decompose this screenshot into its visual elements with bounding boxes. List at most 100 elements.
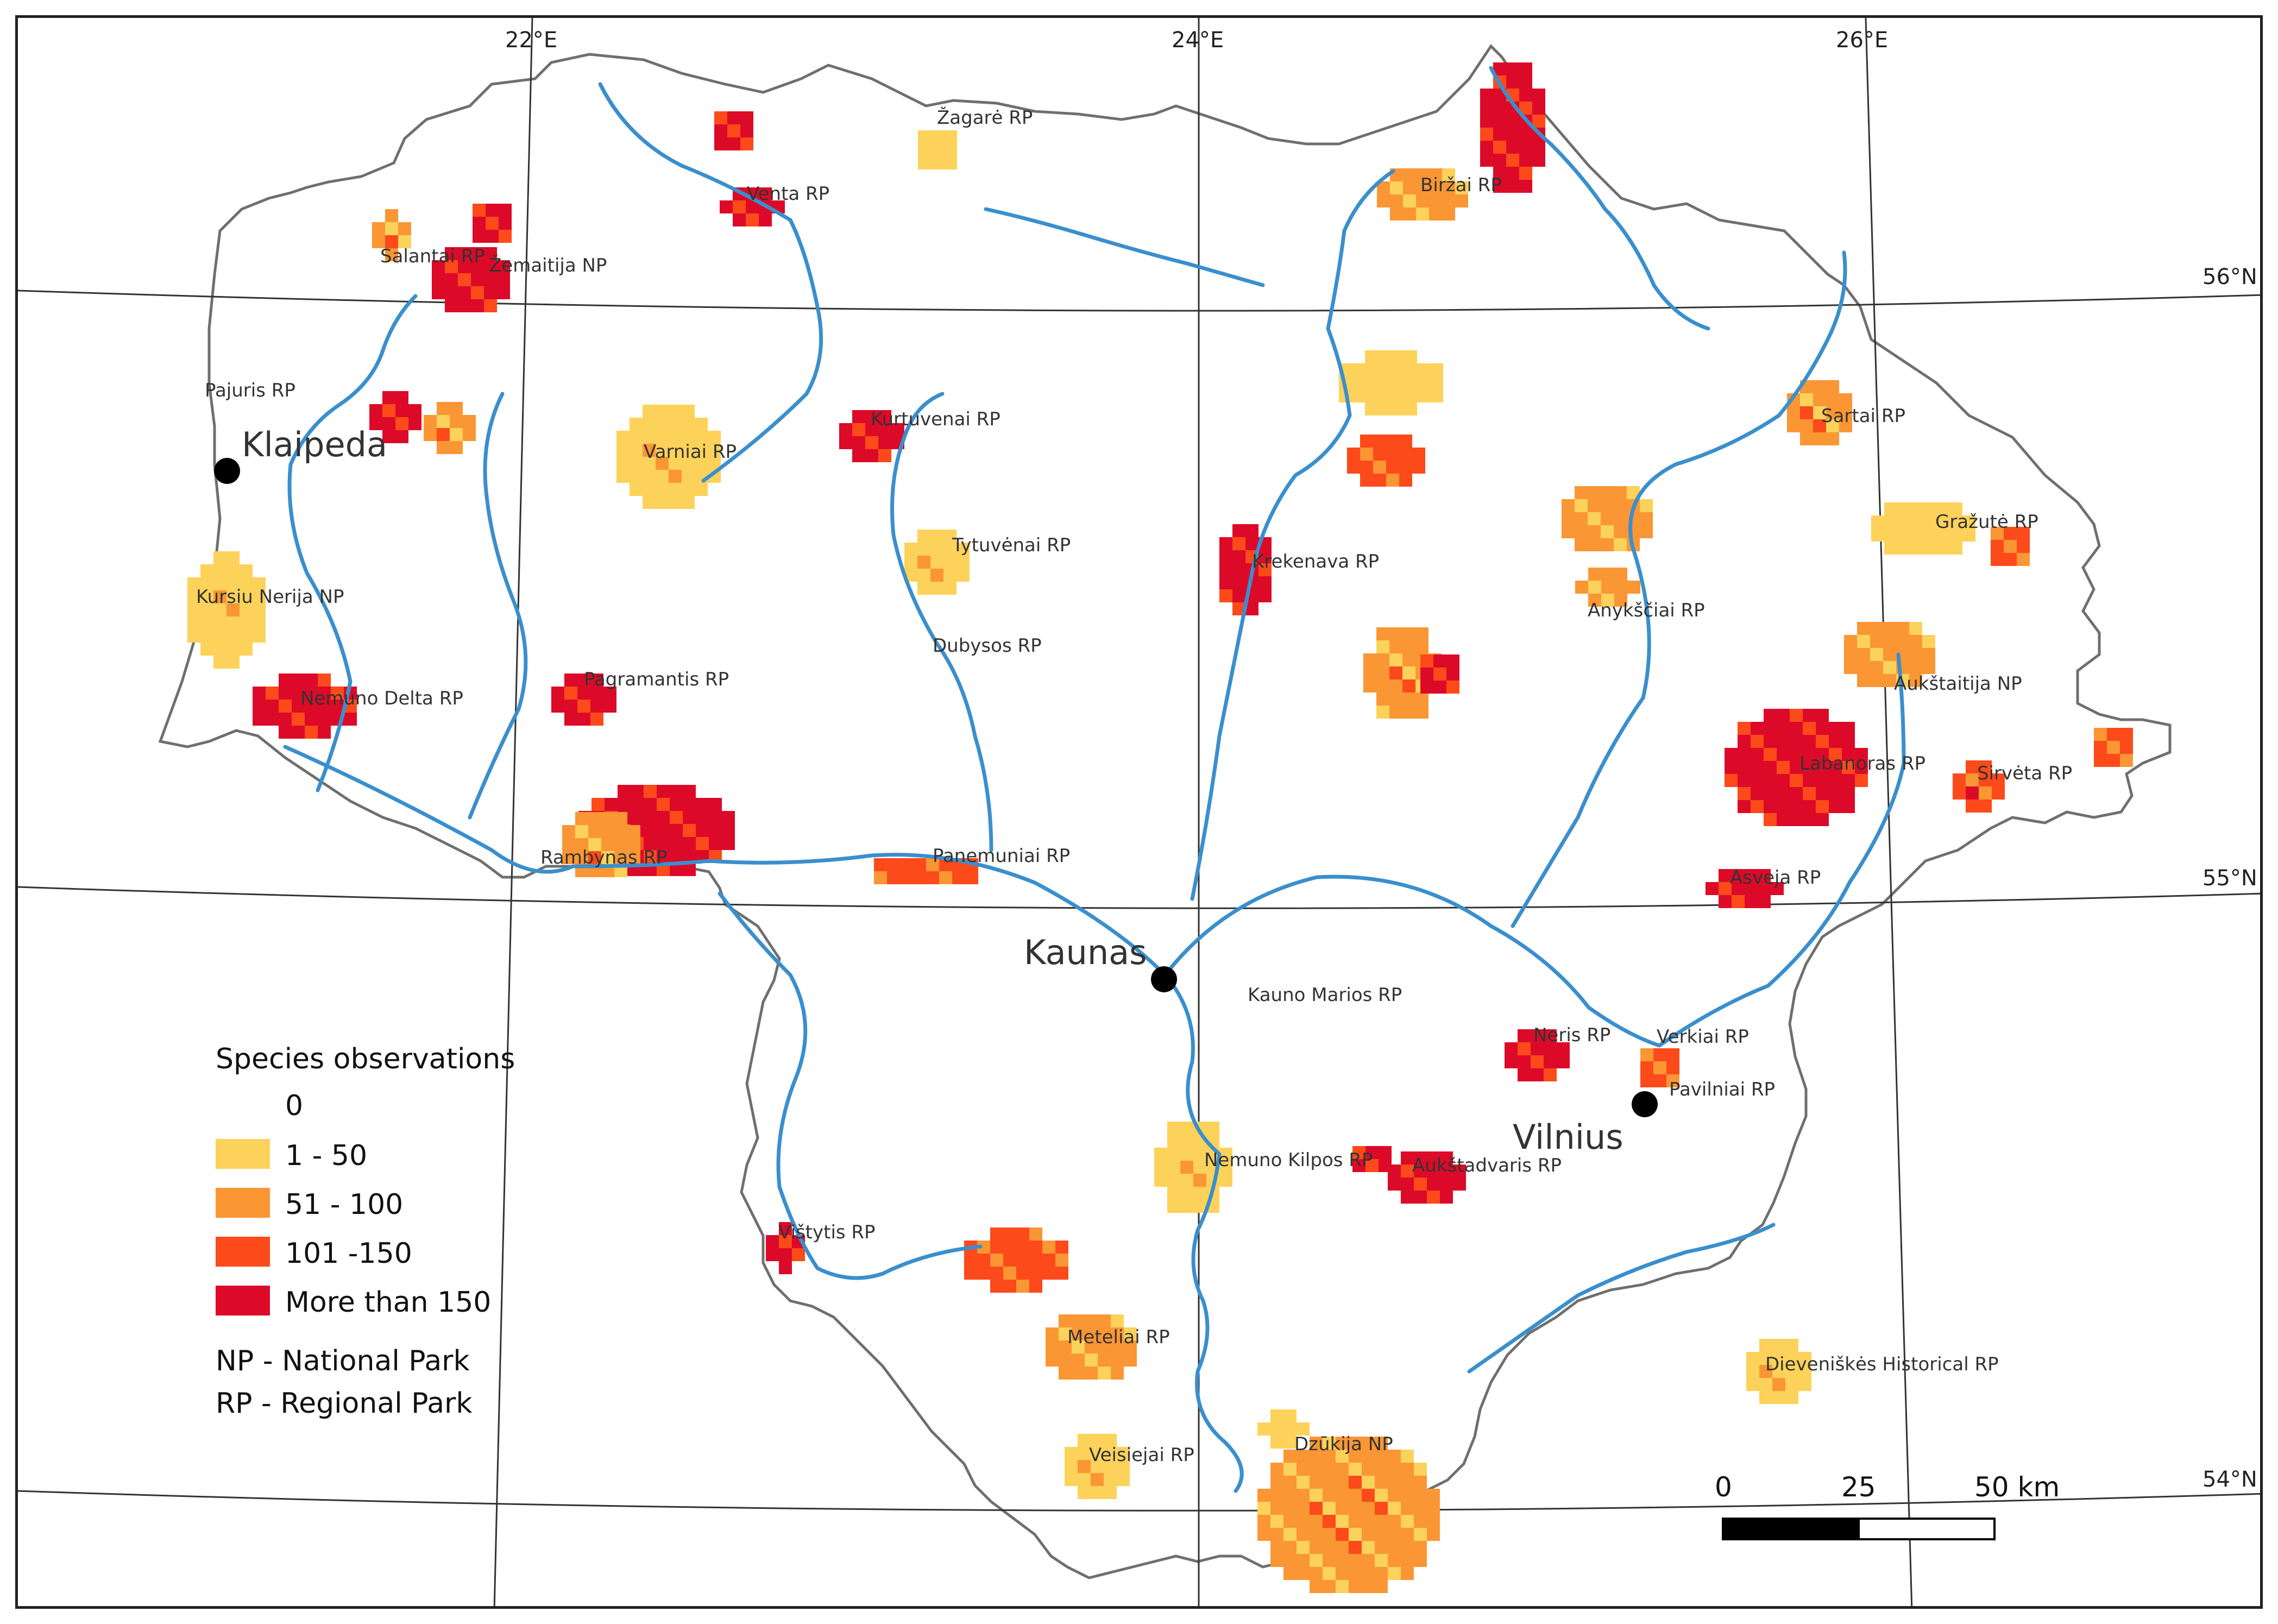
observation-cell	[1446, 681, 1459, 694]
observation-cell	[630, 444, 643, 457]
observation-cell	[792, 1248, 805, 1261]
observation-cell	[657, 811, 670, 824]
lon-label-22e: 22°E	[505, 28, 557, 53]
observation-cell	[930, 543, 943, 556]
legend-label-150-plus: More than 150	[285, 1286, 491, 1319]
observation-cell	[1430, 376, 1443, 389]
observation-cell	[1365, 376, 1378, 389]
observation-cell	[1363, 653, 1376, 666]
observation-cell	[1378, 402, 1391, 416]
observation-cell	[588, 838, 601, 851]
observation-cell	[432, 286, 445, 299]
observation-cell	[1777, 787, 1790, 800]
observation-cell	[1601, 581, 1614, 594]
observation-cell	[1349, 1437, 1362, 1450]
observation-cell	[1531, 1068, 1544, 1081]
observation-cell	[1855, 774, 1868, 787]
observation-cell	[944, 156, 957, 169]
observation-cell	[1323, 1580, 1336, 1593]
observation-cell	[964, 1267, 977, 1280]
observation-cell	[437, 402, 450, 415]
observation-cell	[1414, 1151, 1427, 1165]
observation-cell	[1772, 1365, 1785, 1378]
observation-cell	[643, 431, 656, 444]
observation-cell	[1059, 1327, 1072, 1340]
observation-cell	[1219, 537, 1232, 550]
observation-cell	[240, 564, 253, 577]
observation-cell	[484, 273, 497, 286]
scale-label-25: 25	[1841, 1471, 1876, 1503]
observation-cell	[1349, 1463, 1362, 1476]
observation-cell	[614, 825, 627, 838]
observation-cell	[1427, 1489, 1440, 1502]
observation-cell	[1531, 1042, 1544, 1055]
observation-cell	[226, 577, 240, 590]
observation-cell	[1180, 1200, 1193, 1213]
observation-cell	[956, 556, 970, 569]
observation-cell	[1180, 1122, 1193, 1135]
observation-cell	[696, 811, 709, 824]
observation-cell	[1519, 180, 1532, 193]
observation-cell	[1640, 1061, 1653, 1074]
observation-cell	[709, 811, 722, 824]
observation-cell	[1627, 581, 1640, 594]
observation-cell	[1390, 181, 1403, 194]
observation-cell	[1310, 1437, 1323, 1450]
observation-cell	[1124, 1340, 1137, 1354]
observation-cell	[1414, 1463, 1427, 1476]
observation-cell	[1842, 774, 1855, 787]
observation-cell	[1909, 648, 1922, 661]
observation-cell	[1375, 1580, 1388, 1593]
observation-cell	[1493, 141, 1506, 154]
observation-cell	[1588, 486, 1601, 499]
observation-cell	[601, 851, 614, 864]
ula-merkys-river	[1467, 1223, 1776, 1374]
observation-cell	[1764, 735, 1777, 748]
observation-cell	[1111, 1354, 1124, 1367]
observation-cell	[1777, 761, 1790, 774]
observation-cell	[1839, 419, 1852, 432]
park-label: Pagramantis RP	[584, 669, 729, 690]
observation-cell	[656, 483, 669, 496]
park-label: Pajuris RP	[205, 380, 295, 401]
observation-cell	[1283, 1436, 1297, 1449]
observation-cell	[591, 798, 605, 811]
observation-cell	[1910, 542, 1923, 555]
park-label: Aukštadvaris RP	[1412, 1155, 1562, 1176]
scale-label-50: 50 km	[1974, 1471, 2060, 1503]
observation-cell	[1433, 681, 1446, 694]
observation-cell	[1283, 1554, 1297, 1567]
observation-cell	[865, 423, 878, 436]
observation-cell	[918, 143, 931, 156]
observation-cell	[1966, 786, 1979, 800]
observation-cell	[1751, 748, 1764, 761]
observation-cell	[1813, 419, 1826, 432]
observation-cell	[1759, 1339, 1772, 1352]
observation-cell	[2094, 741, 2107, 754]
observation-cell	[213, 551, 226, 564]
observation-cell	[1883, 622, 1896, 635]
observation-cell	[1365, 1159, 1379, 1172]
observation-cell	[1414, 1541, 1427, 1554]
observation-cell	[1800, 393, 1813, 406]
observation-cell	[187, 630, 200, 643]
observation-cell	[740, 111, 753, 124]
observation-cell	[1310, 1528, 1323, 1541]
park-label: Panemuniai RP	[933, 845, 1070, 867]
observation-patches	[187, 62, 2133, 1593]
scale-bar-white	[1858, 1518, 1996, 1540]
observation-cell	[395, 391, 408, 404]
observation-cell	[1389, 679, 1402, 693]
observation-cell	[1816, 735, 1829, 748]
observation-cell	[200, 630, 213, 643]
observation-cell	[1803, 709, 1816, 722]
observation-cell	[643, 457, 656, 470]
observation-cell	[1072, 1314, 1085, 1327]
observation-cell	[1870, 674, 1883, 687]
observation-cell	[1991, 553, 2004, 566]
observation-cell	[887, 871, 900, 884]
observation-cell	[577, 713, 590, 726]
observation-cell	[1362, 1567, 1375, 1580]
observation-cell	[1455, 194, 1468, 207]
observation-cell	[2017, 540, 2030, 553]
